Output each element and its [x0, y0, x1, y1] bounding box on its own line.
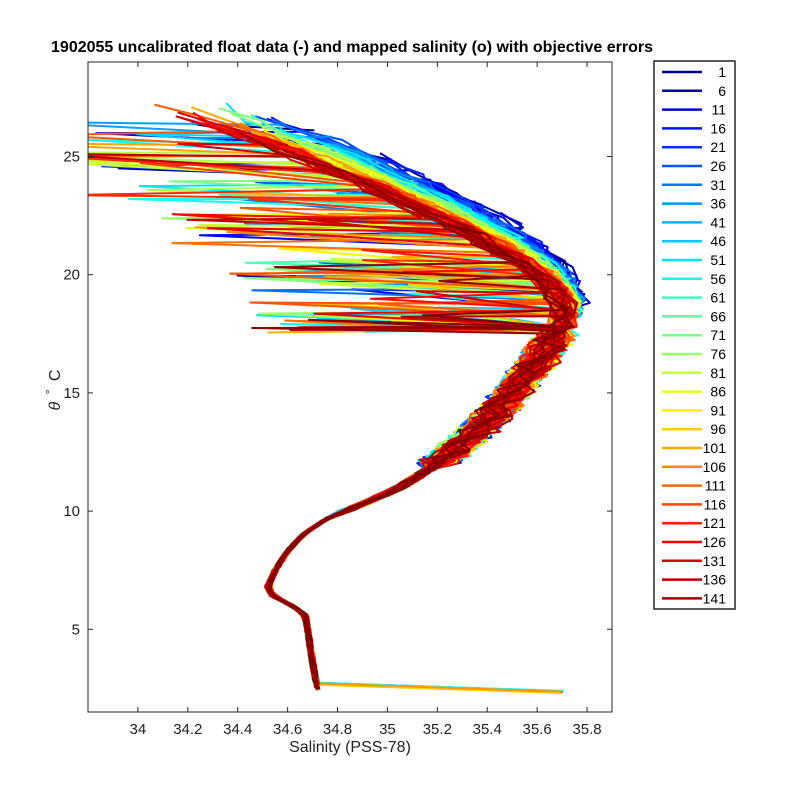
- y-tick-label: 5: [72, 621, 80, 638]
- x-tick-label: 35.2: [423, 721, 452, 738]
- legend-item: 6: [662, 83, 726, 99]
- x-tick-label: 34.6: [273, 721, 302, 738]
- legend-label: 56: [710, 271, 726, 287]
- legend-item: 136: [662, 572, 726, 588]
- legend-item: 56: [662, 271, 726, 287]
- legend-label: 21: [710, 139, 726, 155]
- x-tick-label: 35: [379, 721, 396, 738]
- legend-label: 76: [710, 346, 726, 362]
- svg-text:θ ° C: θ ° C: [41, 370, 64, 411]
- legend-label: 91: [710, 402, 726, 418]
- legend-item: 96: [662, 421, 726, 437]
- legend-label: 26: [710, 158, 726, 174]
- legend-item: 126: [662, 534, 726, 550]
- x-tick-label: 35.4: [473, 721, 502, 738]
- profile-line: [251, 189, 574, 691]
- legend-item: 21: [662, 139, 726, 155]
- legend-item: 111: [662, 478, 726, 494]
- legend-item: 121: [662, 515, 726, 531]
- legend-label: 126: [703, 534, 727, 550]
- x-axis: 34 34.2 34.4 34.6 34.8 35 35.2 35.4 35.6 35.8: [130, 62, 602, 738]
- legend-label: 86: [710, 384, 726, 400]
- legend-item: 76: [662, 346, 726, 362]
- legend-label: 96: [710, 421, 726, 437]
- legend-label: 111: [705, 478, 726, 494]
- legend-label: 6: [718, 83, 726, 99]
- legend-label: 121: [703, 515, 727, 531]
- legend-label: 81: [710, 365, 726, 381]
- legend-item: 36: [662, 196, 726, 212]
- legend-item: 131: [662, 553, 726, 569]
- legend-item: 71: [662, 327, 726, 343]
- x-tick-label: 34.8: [323, 721, 352, 738]
- x-tick-label: 34: [130, 721, 147, 738]
- legend-label: 71: [710, 327, 726, 343]
- y-tick-label: 10: [63, 503, 80, 520]
- legend-label: 11: [711, 102, 726, 118]
- y-tick-label: 20: [63, 267, 80, 284]
- y-axis-label-symbol: θ: [47, 401, 64, 410]
- legend-label: 51: [710, 252, 726, 268]
- legend-label: 41: [710, 214, 726, 230]
- legend-label: 131: [703, 553, 727, 569]
- legend-label: 136: [703, 572, 727, 588]
- legend-item: 116: [662, 496, 726, 512]
- chart-title: 1902055 uncalibrated float data (-) and …: [51, 39, 653, 56]
- legend-label: 16: [710, 120, 726, 136]
- legend-label: 66: [710, 308, 726, 324]
- legend-label: 141: [703, 590, 727, 606]
- legend-label: 101: [703, 440, 727, 456]
- legend-item: 101: [662, 440, 726, 456]
- legend-item: 66: [662, 308, 726, 324]
- x-tick-label: 34.2: [173, 721, 202, 738]
- legend-item: 26: [662, 158, 726, 174]
- legend-label: 106: [703, 459, 727, 475]
- legend-item: 16: [662, 120, 726, 136]
- y-axis-label-degree: °: [43, 389, 57, 394]
- x-tick-label: 34.4: [223, 721, 252, 738]
- x-tick-label: 35.6: [523, 721, 552, 738]
- profile-line: [269, 222, 569, 690]
- x-tick-label: 35.8: [572, 721, 601, 738]
- legend-item: 41: [662, 214, 726, 230]
- y-axis-label-unit: C: [47, 370, 64, 382]
- y-tick-label: 25: [63, 149, 80, 166]
- legend-item: 31: [662, 177, 726, 193]
- legend-item: 51: [662, 252, 726, 268]
- y-axis-label: θ ° C: [41, 370, 64, 411]
- legend-label: 61: [710, 290, 726, 306]
- legend-label: 31: [710, 177, 726, 193]
- legend-item: 61: [662, 290, 726, 306]
- legend-item: 1: [662, 64, 726, 80]
- legend: 1611162126313641465156616671768186919610…: [653, 60, 736, 610]
- legend-label: 46: [710, 233, 726, 249]
- legend-item: 46: [662, 233, 726, 249]
- legend-item: 86: [662, 384, 726, 400]
- legend-label: 1: [718, 64, 726, 80]
- legend-label: 36: [710, 196, 726, 212]
- legend-item: 141: [662, 590, 726, 606]
- plot-frame: [87, 61, 613, 713]
- x-axis-label: Salinity (PSS-78): [289, 739, 411, 756]
- legend-item: 81: [662, 365, 726, 381]
- y-axis: 5 10 15 20 25: [63, 149, 612, 638]
- legend-item: 11: [662, 102, 726, 118]
- legend-label: 116: [704, 496, 727, 512]
- legend-item: 106: [662, 459, 726, 475]
- profile-series-group: [88, 102, 591, 694]
- legend-item: 91: [662, 402, 726, 418]
- y-tick-label: 15: [63, 385, 80, 402]
